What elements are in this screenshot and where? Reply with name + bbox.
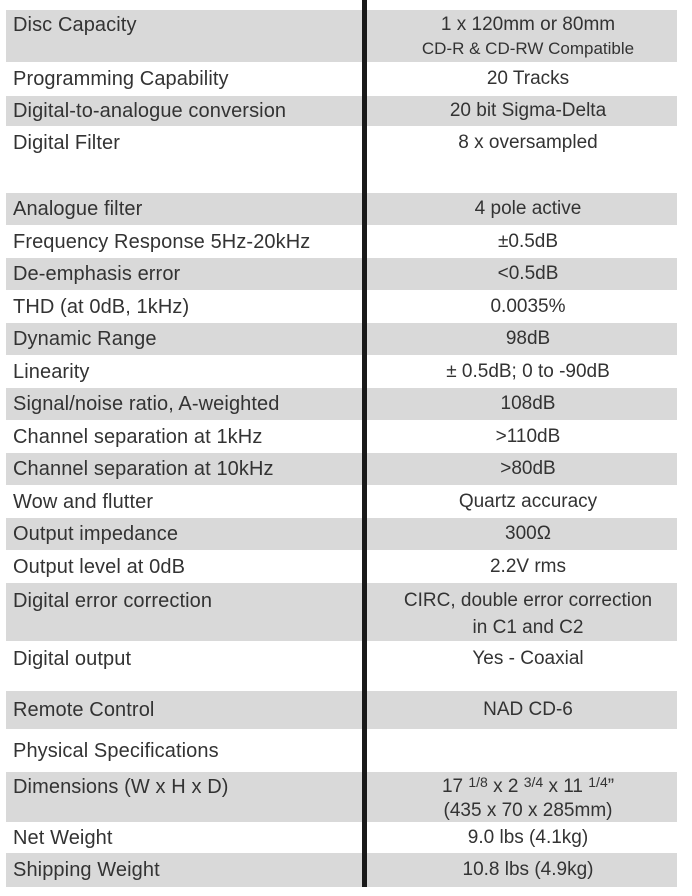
spec-label: Net Weight bbox=[13, 826, 113, 849]
spec-row-frequency-response: Frequency Response 5Hz-20kHz ±0.5dB bbox=[0, 225, 692, 258]
spec-value: CIRC, double error correction in C1 and … bbox=[364, 583, 692, 641]
spec-value: ± 0.5dB; 0 to -90dB bbox=[446, 360, 610, 382]
spec-value: NAD CD-6 bbox=[483, 699, 573, 720]
spec-label: Digital error correction bbox=[13, 590, 213, 612]
spec-label: Remote Control bbox=[13, 699, 155, 721]
spec-value-line2: in C1 and C2 bbox=[472, 617, 584, 638]
spec-row-digital-error-correction: Digital error correction CIRC, double er… bbox=[0, 583, 692, 641]
dim-fraction: 3/4 bbox=[523, 774, 544, 790]
spec-row-linearity: Linearity ± 0.5dB; 0 to -90dB bbox=[0, 355, 692, 388]
spec-value: ±0.5dB bbox=[497, 230, 559, 252]
spec-value: Yes - Coaxial bbox=[472, 648, 584, 669]
section-gap bbox=[0, 160, 692, 193]
spec-value: 2.2V rms bbox=[489, 555, 567, 577]
spec-value-line1: CIRC, double error correction bbox=[403, 590, 653, 611]
top-margin bbox=[0, 0, 692, 10]
spec-value: 20 bit Sigma-Delta bbox=[449, 100, 607, 121]
dim-fraction: 1/4 bbox=[588, 774, 608, 790]
spec-label: Programming Capability bbox=[13, 68, 229, 90]
spec-label: Shipping Weight bbox=[13, 859, 160, 881]
dim-text: ” bbox=[607, 776, 615, 797]
spec-value-line2: (435 x 70 x 285mm) bbox=[443, 800, 613, 821]
spec-value-line1-dimensions: 17 1/8 x 2 3/4 x 11 1/4” bbox=[441, 774, 615, 798]
spec-row-digital-to-analogue-conversion: Digital-to-analogue conversion 20 bit Si… bbox=[0, 96, 692, 126]
spec-row-de-emphasis-error: De-emphasis error <0.5dB bbox=[0, 258, 692, 290]
dim-text: x 2 bbox=[487, 776, 524, 797]
spec-row-net-weight: Net Weight 9.0 lbs (4.1kg) bbox=[0, 822, 692, 853]
spec-row-channel-separation-1khz: Channel separation at 1kHz >110dB bbox=[0, 420, 692, 453]
spec-row-remote-control: Remote Control NAD CD-6 bbox=[0, 691, 692, 729]
section-heading: Physical Specifications bbox=[13, 739, 219, 762]
spec-label: Disc Capacity bbox=[13, 14, 137, 36]
spec-row-disc-capacity: Disc Capacity 1 x 120mm or 80mm CD-R & C… bbox=[0, 10, 692, 62]
spec-label: Digital-to-analogue conversion bbox=[13, 100, 287, 122]
spec-value: 300Ω bbox=[505, 523, 551, 544]
spec-value: <0.5dB bbox=[497, 263, 559, 284]
spec-row-dynamic-range: Dynamic Range 98dB bbox=[0, 323, 692, 355]
spec-value-line2: CD-R & CD-RW Compatible bbox=[421, 39, 635, 58]
spec-label: Wow and flutter bbox=[13, 490, 154, 513]
spec-value: >110dB bbox=[495, 425, 561, 447]
spec-label: THD (at 0dB, 1kHz) bbox=[13, 295, 190, 318]
spec-label: Output level at 0dB bbox=[13, 555, 186, 578]
spec-value: 10.8 lbs (4.9kg) bbox=[462, 859, 594, 880]
spec-value: 20 Tracks bbox=[486, 68, 570, 89]
spec-row-output-impedance: Output impedance 300Ω bbox=[0, 518, 692, 550]
spec-label: Linearity bbox=[13, 360, 90, 383]
spec-label: Digital Filter bbox=[13, 132, 120, 154]
spec-label: Channel separation at 10kHz bbox=[13, 458, 274, 480]
spec-label: De-emphasis error bbox=[13, 263, 181, 285]
spec-label: Dimensions (W x H x D) bbox=[13, 776, 229, 798]
spec-row-programming-capability: Programming Capability 20 Tracks bbox=[0, 62, 692, 96]
spec-label: Analogue filter bbox=[13, 198, 143, 220]
spec-value: Quartz accuracy bbox=[458, 490, 598, 512]
spec-row-digital-filter: Digital Filter 8 x oversampled bbox=[0, 126, 692, 160]
spec-value: >80dB bbox=[500, 458, 556, 479]
column-divider-line bbox=[362, 0, 367, 887]
spec-value: 1 x 120mm or 80mm CD-R & CD-RW Compatibl… bbox=[364, 10, 692, 62]
spec-row-output-level: Output level at 0dB 2.2V rms bbox=[0, 550, 692, 583]
spec-row-channel-separation-10khz: Channel separation at 10kHz >80dB bbox=[0, 453, 692, 485]
spec-label: Output impedance bbox=[13, 523, 179, 545]
spec-value: 98dB bbox=[505, 328, 551, 349]
spec-row-wow-and-flutter: Wow and flutter Quartz accuracy bbox=[0, 485, 692, 518]
spec-row-signal-noise-ratio: Signal/noise ratio, A-weighted 108dB bbox=[0, 388, 692, 420]
dim-fraction: 1/8 bbox=[468, 774, 488, 790]
spec-row-shipping-weight: Shipping Weight 10.8 lbs (4.9kg) bbox=[0, 853, 692, 887]
spec-row-thd: THD (at 0dB, 1kHz) 0.0035% bbox=[0, 290, 692, 323]
spec-row-dimensions: Dimensions (W x H x D) 17 1/8 x 2 3/4 x … bbox=[0, 772, 692, 822]
spec-value: 108dB bbox=[500, 393, 556, 414]
spec-value: 0.0035% bbox=[490, 295, 566, 317]
spec-value: 4 pole active bbox=[474, 198, 582, 219]
spec-label: Frequency Response 5Hz-20kHz bbox=[13, 230, 311, 253]
spec-value-line1: 1 x 120mm or 80mm bbox=[440, 14, 616, 35]
spec-value: 8 x oversampled bbox=[458, 132, 598, 153]
spec-label: Signal/noise ratio, A-weighted bbox=[13, 393, 280, 415]
spec-value: 9.0 lbs (4.1kg) bbox=[467, 826, 589, 848]
spec-value bbox=[364, 729, 692, 772]
spec-label: Digital output bbox=[13, 648, 132, 670]
spec-value: 17 1/8 x 2 3/4 x 11 1/4” (435 x 70 x 285… bbox=[364, 772, 692, 822]
dim-text: 17 bbox=[441, 776, 469, 797]
dim-text: x 11 bbox=[543, 776, 589, 797]
spec-row-digital-output: Digital output Yes - Coaxial bbox=[0, 641, 692, 691]
spec-label: Dynamic Range bbox=[13, 328, 157, 350]
spec-row-analogue-filter: Analogue filter 4 pole active bbox=[0, 193, 692, 225]
spec-row-physical-specifications: Physical Specifications bbox=[0, 729, 692, 772]
spec-label: Channel separation at 1kHz bbox=[13, 425, 263, 448]
